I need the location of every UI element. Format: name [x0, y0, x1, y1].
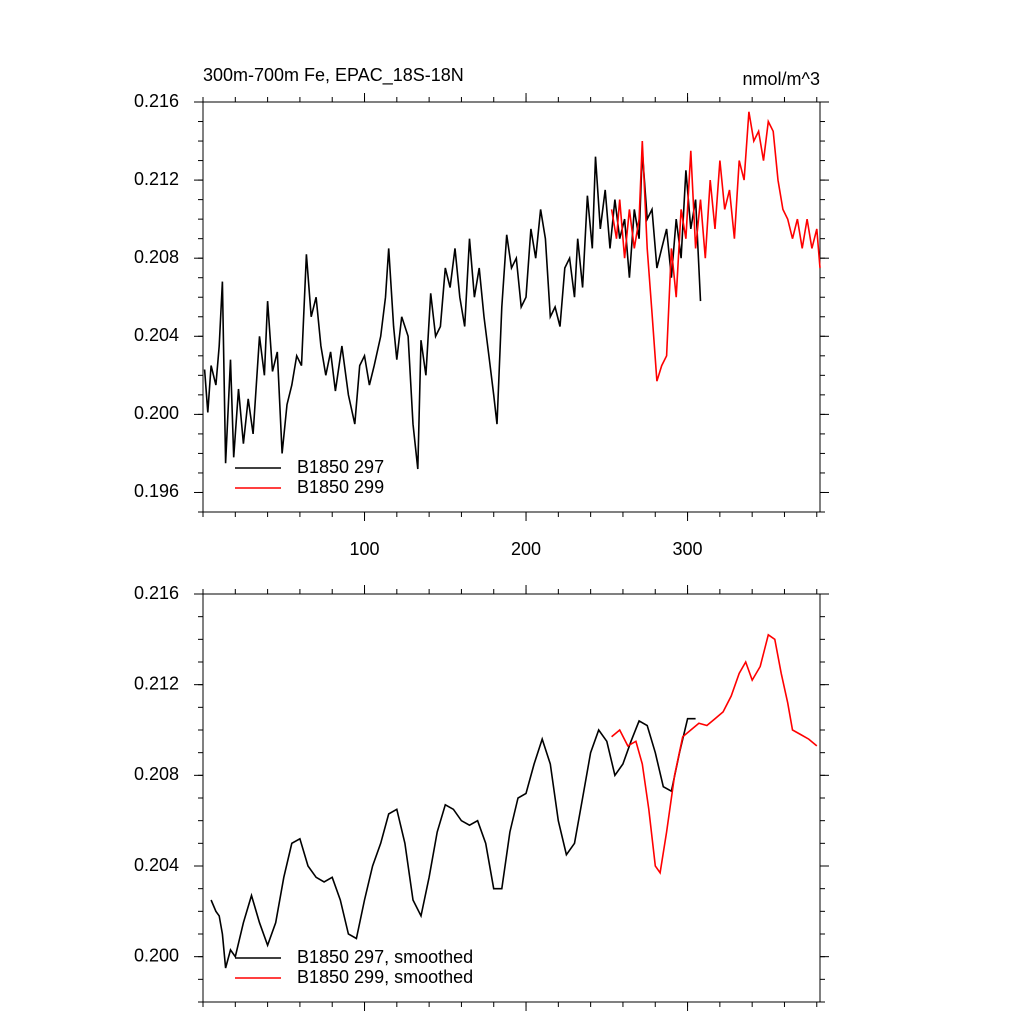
- plot-frame: [202, 101, 821, 513]
- legend-label: B1850 299: [297, 477, 384, 497]
- series-line: [210, 717, 696, 969]
- x-tick-label: 100: [349, 539, 379, 559]
- legend-label: B1850 297, smoothed: [297, 947, 473, 967]
- series-line: [611, 633, 818, 875]
- y-tick-label: 0.204: [134, 325, 179, 345]
- legend-label: B1850 297: [297, 457, 384, 477]
- series-line: [203, 150, 702, 470]
- y-tick-label: 0.216: [134, 583, 179, 603]
- y-tick-label: 0.208: [134, 764, 179, 784]
- y-tick-label: 0.208: [134, 247, 179, 267]
- y-tick-label: 0.200: [134, 403, 179, 423]
- x-tick-label: 200: [511, 539, 541, 559]
- y-tick-label: 0.196: [134, 481, 179, 501]
- x-tick-label: 300: [673, 539, 703, 559]
- legend-label: B1850 299, smoothed: [297, 967, 473, 987]
- y-tick-label: 0.216: [134, 91, 179, 111]
- plot-frame: [202, 593, 821, 1003]
- y-tick-label: 0.212: [134, 169, 179, 189]
- series-line: [610, 111, 821, 382]
- chart-title: 300m-700m Fe, EPAC_18S-18N: [203, 65, 464, 86]
- y-tick-label: 0.200: [134, 945, 179, 965]
- units-label: nmol/m^3: [743, 69, 820, 89]
- y-tick-label: 0.212: [134, 673, 179, 693]
- y-tick-label: 0.204: [134, 855, 179, 875]
